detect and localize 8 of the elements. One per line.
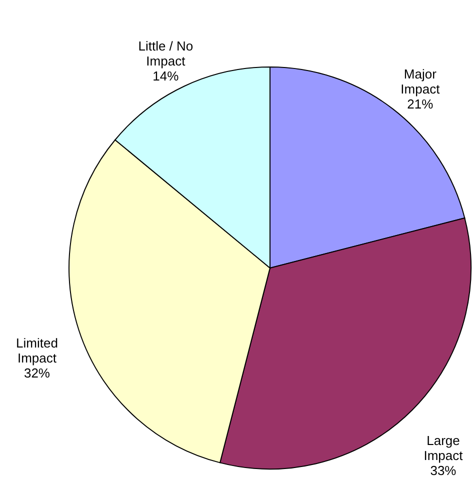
data-label: 21% — [407, 96, 434, 112]
data-label: 14% — [152, 68, 180, 84]
slice-label: Little / No Impact — [138, 38, 194, 68]
data-label: 33% — [430, 463, 457, 477]
data-label: 32% — [24, 366, 50, 381]
slice-label: Limited Impact — [16, 336, 58, 366]
slice-label: Large Impact — [424, 433, 464, 464]
slice-label: Major Impact — [400, 66, 440, 96]
